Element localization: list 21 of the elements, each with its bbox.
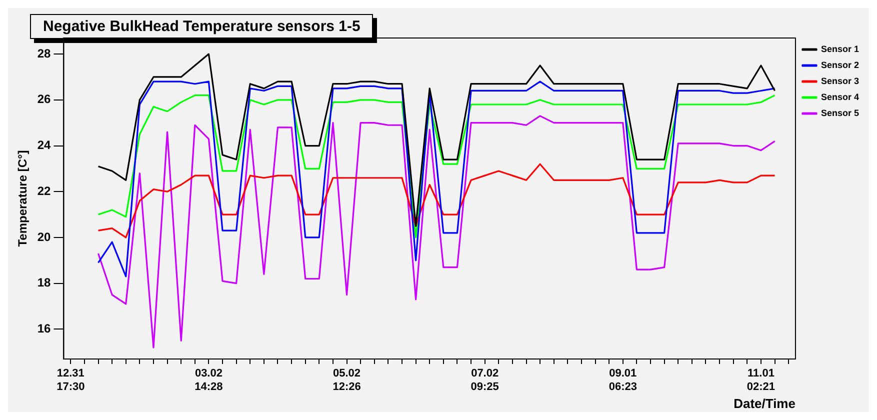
y-tick-label: 24 (37, 138, 52, 152)
legend-label: Sensor 4 (820, 92, 860, 102)
legend-label: Sensor 1 (820, 44, 860, 54)
x-tick-label: 07.02 09:25 (470, 368, 499, 393)
x-axis-title: Date/Time (734, 396, 796, 411)
y-tick-label: 20 (37, 230, 52, 244)
legend-label: Sensor 5 (820, 108, 860, 118)
chart-title: Negative BulkHead Temperature sensors 1-5 (30, 14, 374, 39)
legend-label: Sensor 3 (820, 76, 860, 86)
x-tick-label: 05.02 12:26 (332, 368, 361, 393)
y-tick-label: 16 (37, 322, 52, 336)
x-tick-label: 09.01 06:23 (608, 368, 637, 393)
y-tick-label: 18 (37, 276, 52, 290)
x-tick-label: 12.31 17:30 (56, 368, 85, 393)
y-axis-title: Temperature [C°] (16, 150, 30, 247)
legend-label: Sensor 2 (820, 60, 860, 70)
x-tick-label: 11.01 02:21 (746, 368, 776, 393)
y-tick-label: 22 (37, 184, 52, 198)
y-tick-label: 28 (37, 46, 52, 60)
x-tick-label: 03.02 14:28 (194, 368, 223, 393)
y-tick-label: 26 (37, 92, 52, 106)
